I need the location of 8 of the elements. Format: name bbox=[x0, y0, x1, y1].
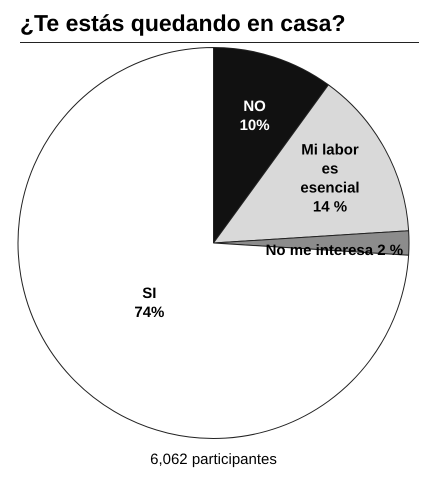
data-label: 74% bbox=[134, 304, 164, 321]
slice-label: NO bbox=[243, 98, 266, 116]
data-label: 14 % bbox=[312, 198, 348, 216]
data-label: 10% bbox=[240, 117, 270, 134]
slice-label: SI bbox=[142, 284, 156, 302]
slice-label: Mi labor es esencial bbox=[300, 142, 360, 197]
chart-title: ¿Te estás quedando en casa? bbox=[19, 9, 347, 38]
text: 6,062 participantes bbox=[149, 451, 278, 468]
